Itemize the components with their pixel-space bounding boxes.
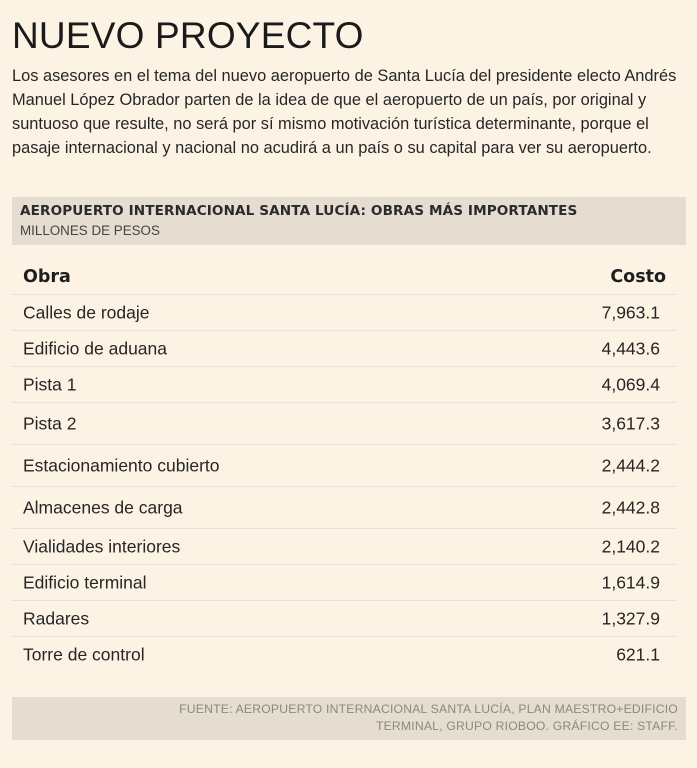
table-row: Pista 2 3,617.3 (12, 403, 676, 445)
row-name: Almacenes de carga (23, 497, 183, 517)
row-name: Pista 1 (23, 374, 77, 394)
table-row: Vialidades interiores 2,140.2 (12, 529, 676, 565)
row-cost: 1,327.9 (601, 608, 660, 628)
table-row: Calles de rodaje 7,963.1 (12, 295, 676, 331)
table-row: Edificio terminal 1,614.9 (12, 565, 676, 601)
table-row: Torre de control 621.1 (12, 637, 676, 673)
row-cost: 1,614.9 (601, 572, 660, 592)
row-name: Radares (23, 608, 90, 628)
row-cost: 4,069.4 (601, 374, 660, 394)
row-cost: 4,443.6 (601, 338, 660, 358)
row-name: Calles de rodaje (23, 302, 150, 322)
table-row: Almacenes de carga 2,442.8 (12, 487, 676, 529)
row-cost: 621.1 (616, 644, 660, 665)
column-header-cost: Costo (610, 266, 666, 287)
row-cost: 3,617.3 (601, 413, 660, 433)
table-title: AEROPUERTO INTERNACIONAL SANTA LUCÍA: OB… (20, 203, 578, 219)
row-name: Edificio terminal (23, 572, 147, 592)
table-header-row: Obra Costo (12, 259, 676, 295)
row-cost: 2,140.2 (601, 536, 660, 556)
source-footer: FUENTE: AEROPUERTO INTERNACIONAL SANTA L… (12, 697, 686, 740)
row-name: Estacionamiento cubierto (23, 455, 220, 475)
costs-table: Obra Costo Calles de rodaje 7,963.1 Edif… (12, 259, 676, 673)
source-text: FUENTE: AEROPUERTO INTERNACIONAL SANTA L… (179, 702, 678, 733)
row-name: Edificio de aduana (23, 338, 167, 358)
row-name: Vialidades interiores (23, 536, 181, 556)
intro-paragraph: Los asesores en el tema del nuevo aeropu… (12, 67, 677, 157)
row-cost: 2,442.8 (601, 497, 660, 517)
page-title: NUEVO PROYECTO (12, 15, 364, 56)
table-header: AEROPUERTO INTERNACIONAL SANTA LUCÍA: OB… (12, 197, 686, 245)
table-row: Edificio de aduana 4,443.6 (12, 331, 676, 367)
row-name: Pista 2 (23, 413, 77, 433)
table-subtitle: MILLONES DE PESOS (20, 223, 160, 238)
table-row: Estacionamiento cubierto 2,444.2 (12, 445, 676, 487)
row-name: Torre de control (23, 644, 145, 665)
row-cost: 2,444.2 (601, 455, 660, 475)
table-row: Radares 1,327.9 (12, 601, 676, 637)
column-header-name: Obra (23, 266, 71, 287)
table-row: Pista 1 4,069.4 (12, 367, 676, 403)
row-cost: 7,963.1 (601, 302, 660, 322)
